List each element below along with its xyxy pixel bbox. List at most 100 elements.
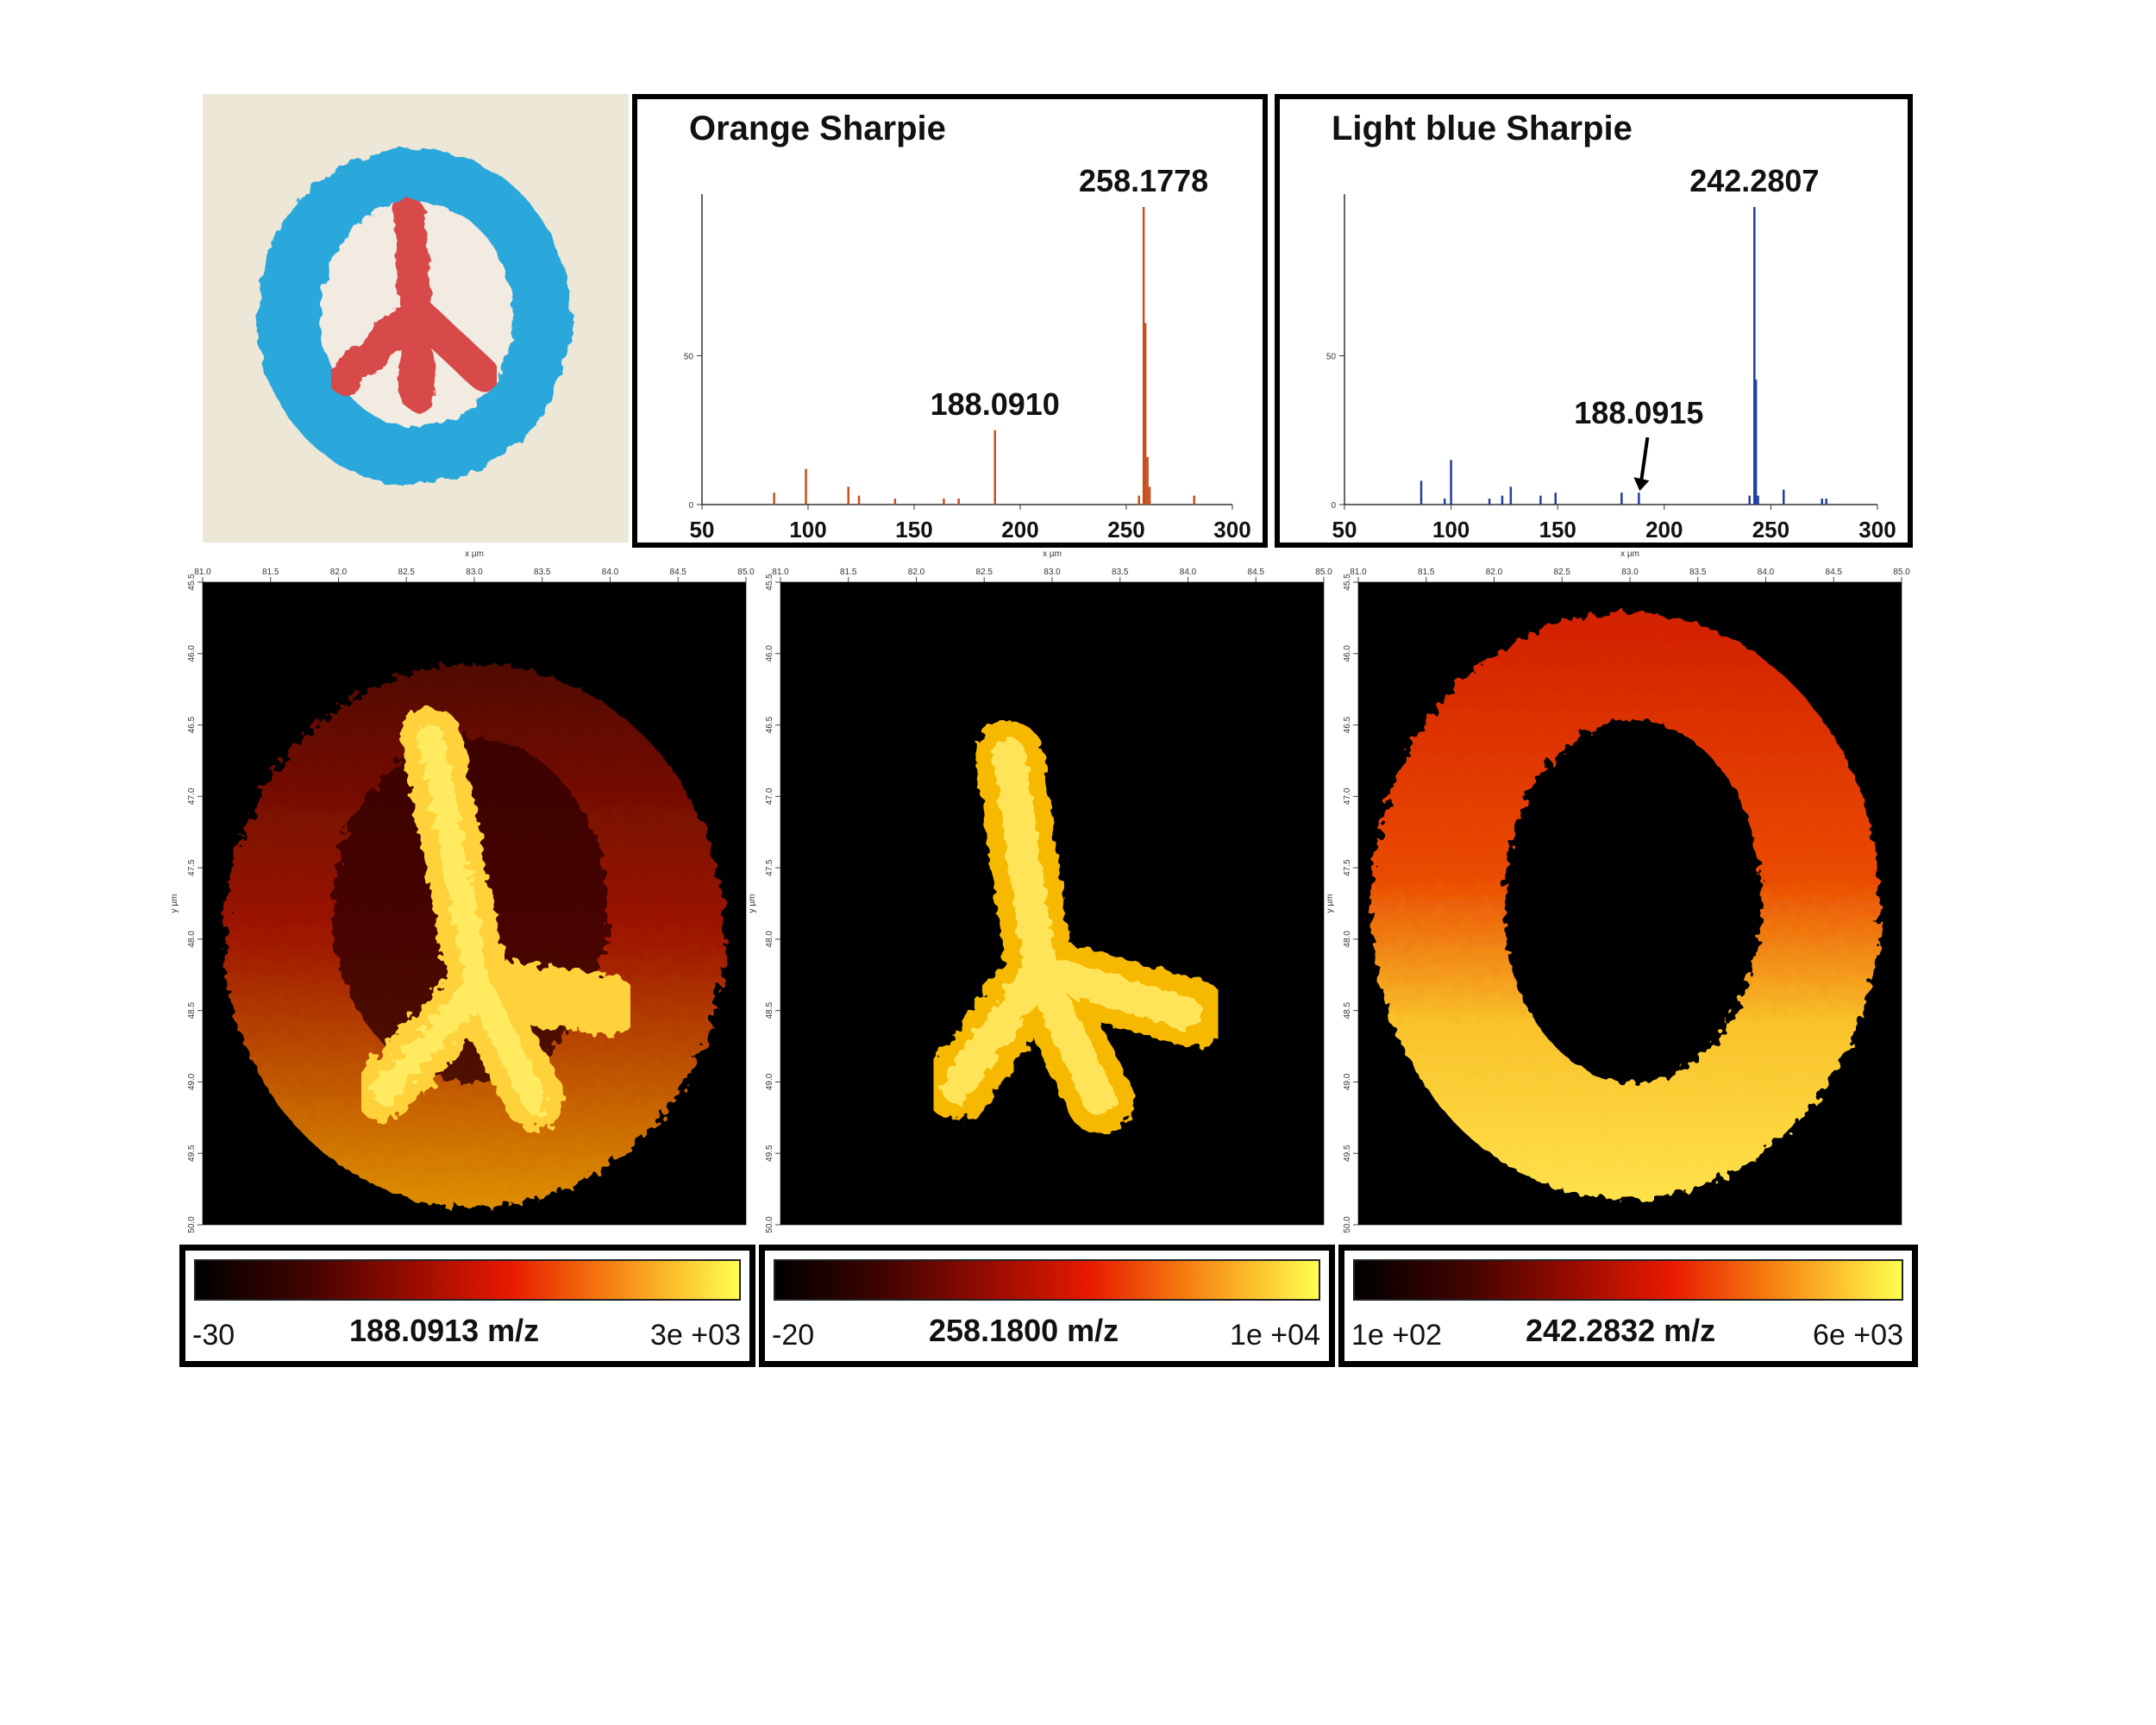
blue-spectrum-panel: Light blue Sharpie 0 50 50 100 150 200 250 300 2…: [1275, 94, 1913, 548]
orange-spectrum-chart: 0 50 50 100 150 200 250 300 258.1778 188.0910: [684, 163, 1251, 543]
heatmap-y-tick-label: 48.5: [187, 1001, 197, 1019]
x-tick-label: 100: [1432, 517, 1470, 543]
peak-label: 188.0915: [1574, 395, 1703, 430]
x-tick-label: 200: [1645, 517, 1683, 543]
heatmap-y-tick-label: 45.5: [765, 574, 774, 591]
heatmap-x-tick-label: 81.0: [194, 568, 211, 577]
heatmap-y-axis-label: y µm: [170, 894, 179, 913]
x-tick-label: 50: [690, 517, 715, 543]
heatmap-x-axis-label: x µm: [465, 549, 484, 559]
x-tick-label: 300: [1858, 517, 1896, 543]
ion-image-258: [780, 582, 1324, 1225]
peace-sign-photo: [257, 148, 571, 485]
heatmap-x-axis-label: x µm: [1043, 549, 1062, 559]
ion-image-188: [203, 582, 746, 1225]
colorbar-258-title: 258.1800 m/z: [929, 1313, 1119, 1348]
heatmap-x-tick-label: 81.5: [1418, 568, 1435, 577]
heatmap-y-tick-label: 49.5: [187, 1145, 197, 1162]
heatmap-y-tick-label: 46.5: [187, 716, 197, 733]
colorbar-242-max: 6e +03: [1813, 1319, 1903, 1352]
heatmap-y-axis-label: y µm: [1326, 894, 1335, 913]
colorbar-box-188: -30 188.0913 m/z 3e +03: [179, 1245, 755, 1367]
heatmap-x-tick-label: 83.5: [1689, 568, 1707, 577]
heatmap-y-tick-label: 46.5: [1343, 716, 1352, 733]
heatmap-y-tick-label: 45.5: [187, 574, 197, 591]
x-tick-label: 100: [789, 517, 826, 543]
heatmap-y-tick-label: 49.5: [765, 1145, 774, 1162]
orange-spectrum-title: Orange Sharpie: [689, 110, 946, 147]
heatmap-x-tick-label: 84.0: [602, 568, 619, 577]
heatmap-x-tick-label: 82.0: [330, 568, 348, 577]
heatmap-x-tick-label: 82.5: [398, 568, 416, 577]
heatmap-y-tick-label: 49.5: [1343, 1145, 1352, 1162]
heatmap-x-tick-label: 83.5: [1112, 568, 1129, 577]
heatmap-x-tick-label: 82.5: [1554, 568, 1571, 577]
colorbar-box-258: -20 258.1800 m/z 1e +04: [759, 1245, 1335, 1367]
ion-image-242: [1358, 582, 1902, 1225]
heatmap-x-tick-label: 85.0: [1893, 568, 1910, 577]
heatmap-x-tick-label: 85.0: [737, 568, 755, 577]
heatmap-x-tick-label: 84.0: [1180, 568, 1197, 577]
colorbar-242: [1353, 1259, 1903, 1301]
x-tick-label: 250: [1752, 517, 1789, 543]
heatmap-y-tick-label: 50.0: [765, 1216, 774, 1233]
peak-label: 242.2807: [1689, 163, 1819, 198]
heatmap-y-tick-label: 46.5: [765, 716, 774, 733]
x-tick-label: 150: [1539, 517, 1576, 543]
blue-spectrum-chart: 0 50 50 100 150 200 250 300 242.2807 188.0915: [1326, 163, 1896, 543]
x-tick-label: 200: [1001, 517, 1038, 543]
y-tick-label: 50: [684, 353, 694, 362]
heatmap-y-tick-label: 48.0: [765, 931, 774, 948]
colorbar-188-min: -30: [192, 1319, 235, 1352]
colorbar-188: [194, 1259, 741, 1301]
heatmap-y-tick-label: 50.0: [187, 1216, 197, 1233]
colorbar-242-title: 242.2832 m/z: [1526, 1313, 1716, 1348]
heatmap-x-tick-label: 81.0: [772, 568, 789, 577]
heatmap-y-tick-label: 46.0: [765, 645, 774, 662]
heatmap-x-tick-label: 83.0: [1621, 568, 1639, 577]
heatmap-y-tick-label: 45.5: [1343, 574, 1352, 591]
heatmap-x-tick-label: 81.5: [840, 568, 857, 577]
heatmap-y-tick-label: 48.5: [765, 1001, 774, 1019]
x-tick-label: 250: [1107, 517, 1144, 543]
x-tick-label: 50: [1332, 517, 1357, 543]
peak-label: 188.0910: [931, 386, 1060, 422]
colorbar-188-title: 188.0913 m/z: [349, 1313, 540, 1348]
blue-spectrum-title: Light blue Sharpie: [1332, 110, 1633, 147]
heatmap-y-tick-label: 46.0: [187, 645, 197, 662]
colorbar-258-max: 1e +04: [1230, 1319, 1320, 1352]
heatmap-y-tick-label: 46.0: [1343, 645, 1352, 662]
heatmap-x-tick-label: 81.0: [1350, 568, 1367, 577]
heatmap-y-tick-label: 47.5: [1343, 859, 1352, 876]
heatmap-y-tick-label: 47.0: [765, 787, 774, 805]
heatmap-y-tick-label: 47.5: [187, 859, 197, 876]
heatmap-y-tick-label: 47.0: [187, 787, 197, 805]
colorbar-258-min: -20: [772, 1319, 815, 1352]
heatmap-y-tick-label: 49.0: [187, 1073, 197, 1090]
y-tick-label: 50: [1326, 353, 1337, 362]
heatmap-y-tick-label: 47.5: [765, 859, 774, 876]
heatmap-x-tick-label: 83.5: [534, 568, 551, 577]
heatmap-y-tick-label: 47.0: [1343, 787, 1352, 805]
colorbar-242-min: 1e +02: [1351, 1319, 1442, 1352]
heatmap-y-tick-label: 49.0: [765, 1073, 774, 1090]
heatmap-y-axis-label: y µm: [748, 894, 757, 913]
heatmap-y-tick-label: 49.0: [1343, 1073, 1352, 1090]
x-tick-label: 300: [1213, 517, 1250, 543]
heatmap-x-tick-label: 84.5: [670, 568, 687, 577]
colorbar-188-max: 3e +03: [650, 1319, 741, 1352]
heatmap-y-tick-label: 48.5: [1343, 1001, 1352, 1019]
y-tick-label: 0: [688, 501, 693, 511]
annotation-arrow: [1639, 436, 1650, 486]
heatmap-y-tick-label: 48.0: [187, 931, 197, 948]
colorbar-box-242: 1e +02 242.2832 m/z 6e +03: [1338, 1245, 1918, 1367]
heatmap-x-tick-label: 82.0: [908, 568, 925, 577]
heatmap-x-tick-label: 84.0: [1758, 568, 1775, 577]
heatmap-x-tick-label: 84.5: [1248, 568, 1265, 577]
sample-photo: [203, 94, 629, 543]
heatmap-x-tick-label: 83.0: [1044, 568, 1061, 577]
x-tick-label: 150: [895, 517, 932, 543]
heatmap-y-tick-label: 48.0: [1343, 931, 1352, 948]
heatmap-x-tick-label: 82.0: [1486, 568, 1503, 577]
heatmap-x-tick-label: 82.5: [976, 568, 993, 577]
